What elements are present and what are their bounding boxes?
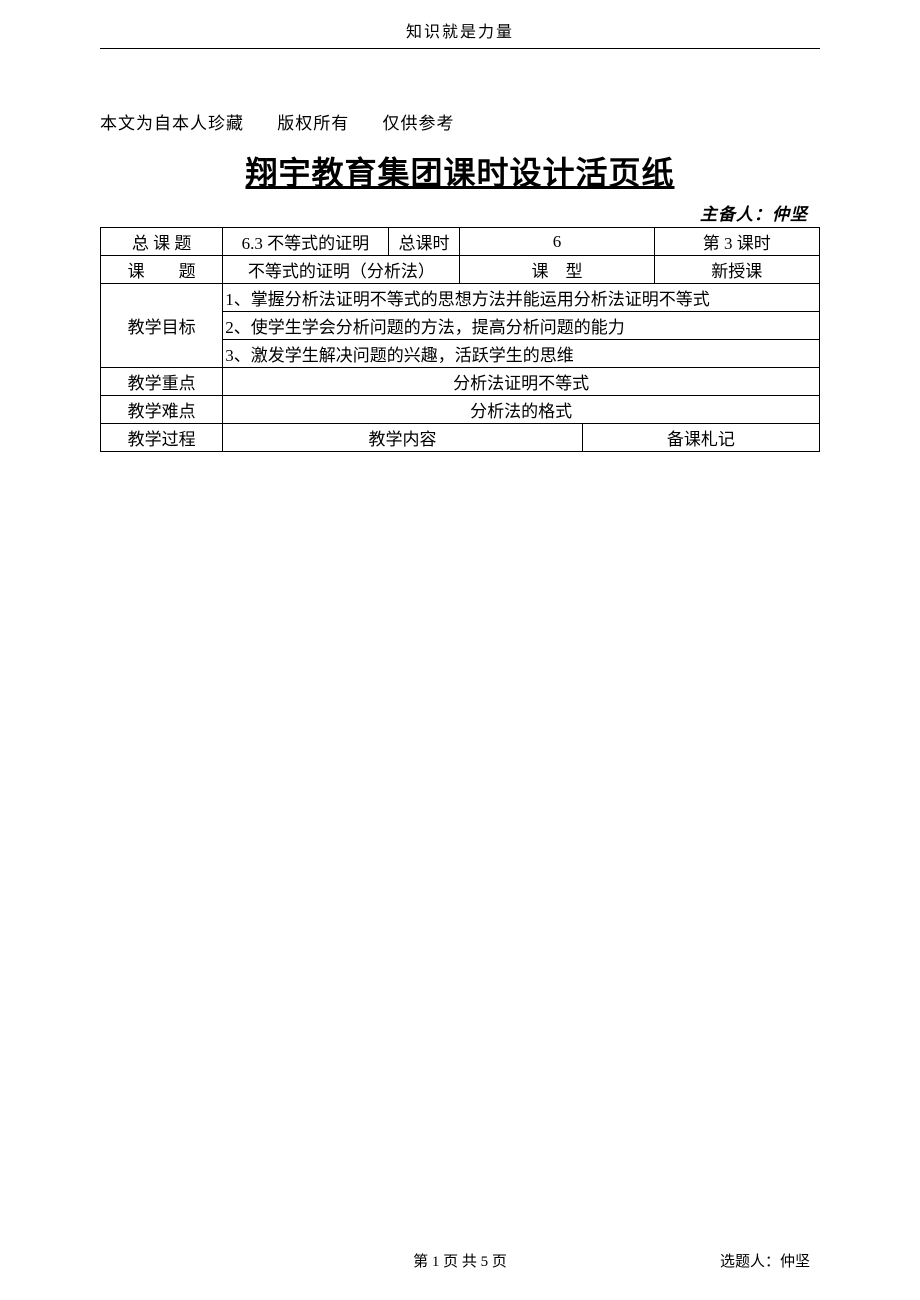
- cell-goal-1: 1、掌握分析法证明不等式的思想方法并能运用分析法证明不等式: [223, 284, 820, 312]
- cell-process-notes-label: 备课札记: [582, 424, 819, 452]
- cell-difficulty-value: 分析法的格式: [223, 396, 820, 424]
- cell-main-topic-label: 总 课 题: [101, 228, 223, 256]
- table-row: 教学过程 教学内容 备课札记: [101, 424, 820, 452]
- cell-topic-label: 课 题: [101, 256, 223, 284]
- preface-part-2: 版权所有: [277, 114, 349, 133]
- lesson-plan-table: 总 课 题 6.3 不等式的证明 总课时 6 第 3 课时 课 题 不等式的证明…: [100, 227, 820, 452]
- cell-focus-label: 教学重点: [101, 368, 223, 396]
- cell-class-type-value: 新授课: [654, 256, 819, 284]
- cell-difficulty-label: 教学难点: [101, 396, 223, 424]
- content-area: 本文为自本人珍藏 版权所有 仅供参考 翔宇教育集团课时设计活页纸 主备人：仲坚 …: [0, 49, 920, 452]
- cell-main-topic-value: 6.3 不等式的证明: [223, 228, 388, 256]
- table-row: 教学目标 1、掌握分析法证明不等式的思想方法并能运用分析法证明不等式: [101, 284, 820, 312]
- cell-total-hours-label: 总课时: [388, 228, 460, 256]
- page-header-motto: 知识就是力量: [0, 0, 920, 42]
- cell-class-type-label: 课 型: [460, 256, 654, 284]
- preface-part-1: 本文为自本人珍藏: [100, 114, 244, 133]
- preface-part-3: 仅供参考: [383, 114, 455, 133]
- table-row: 课 题 不等式的证明（分析法） 课 型 新授课: [101, 256, 820, 284]
- cell-topic-value: 不等式的证明（分析法）: [223, 256, 460, 284]
- cell-goal-2: 2、使学生学会分析问题的方法，提高分析问题的能力: [223, 312, 820, 340]
- table-row: 教学难点 分析法的格式: [101, 396, 820, 424]
- cell-total-hours-value: 6: [460, 228, 654, 256]
- table-row: 教学重点 分析法证明不等式: [101, 368, 820, 396]
- footer-selector: 选题人：仲坚: [720, 1250, 810, 1271]
- preface-line: 本文为自本人珍藏 版权所有 仅供参考: [100, 109, 820, 134]
- cell-process-label: 教学过程: [101, 424, 223, 452]
- table-row: 总 课 题 6.3 不等式的证明 总课时 6 第 3 课时: [101, 228, 820, 256]
- cell-process-content-label: 教学内容: [223, 424, 582, 452]
- cell-goals-label: 教学目标: [101, 284, 223, 368]
- cell-lesson-number: 第 3 课时: [654, 228, 819, 256]
- cell-goal-3: 3、激发学生解决问题的兴趣，活跃学生的思维: [223, 340, 820, 368]
- cell-focus-value: 分析法证明不等式: [223, 368, 820, 396]
- document-title: 翔宇教育集团课时设计活页纸: [100, 148, 820, 194]
- author-line: 主备人：仲坚: [100, 200, 808, 225]
